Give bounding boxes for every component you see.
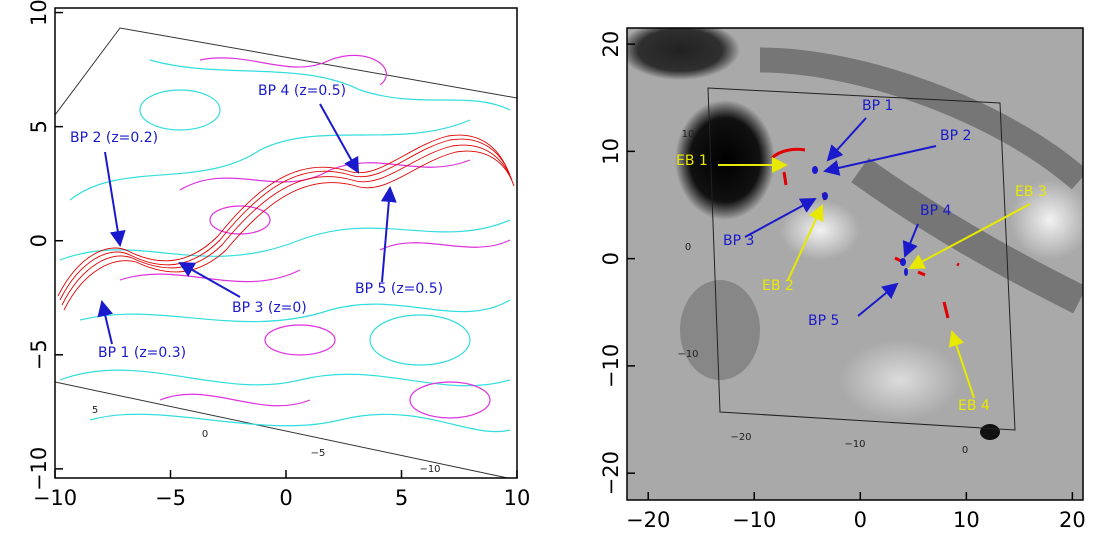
annotation-arrow <box>382 188 390 282</box>
inner-axis-label: −5 <box>311 448 326 459</box>
annotation-label: BP 2 (z=0.2) <box>70 130 158 146</box>
annotation-arrow <box>102 302 112 344</box>
annotation-label: BP 3 <box>723 233 754 249</box>
annotation-label: EB 4 <box>958 398 990 414</box>
annotation-arrow <box>105 152 120 245</box>
annotation-label: BP 1 <box>862 98 893 114</box>
inner-axis-label: −20 <box>730 432 751 443</box>
inner-axis-label: −10 <box>677 349 698 360</box>
y-tick-label: −10 <box>27 447 51 491</box>
annotation-label: BP 5 <box>808 313 839 329</box>
inner-axis-label: 0 <box>685 242 691 253</box>
y-tick-label: 10 <box>599 138 623 165</box>
x-tick-label: 10 <box>953 508 980 532</box>
x-tick-label: 10 <box>504 486 531 510</box>
x-tick-label: 0 <box>854 508 867 532</box>
annotation-label: BP 2 <box>940 128 971 144</box>
inner-axis-label: 10 <box>682 129 695 140</box>
x-tick-label: 5 <box>395 486 408 510</box>
annotation-label: BP 3 (z=0) <box>232 300 307 316</box>
annotation-label: BP 1 (z=0.3) <box>98 345 186 361</box>
inner-axis-label: 0 <box>202 429 208 440</box>
annotation-arrow <box>180 263 240 297</box>
y-tick-label: 5 <box>27 120 51 133</box>
annotation-label: BP 5 (z=0.5) <box>355 281 443 297</box>
y-tick-label: 0 <box>599 252 623 265</box>
x-tick-label: −5 <box>155 486 186 510</box>
y-tick-label: −10 <box>599 344 623 388</box>
annotation-label: BP 4 <box>920 203 951 219</box>
right-image <box>620 20 1090 500</box>
y-tick-label: 0 <box>27 234 51 247</box>
x-tick-label: 0 <box>279 486 292 510</box>
y-tick-label: 10 <box>27 0 51 26</box>
inner-axis-label: −10 <box>844 439 865 450</box>
x-tick-label: −10 <box>732 508 776 532</box>
inner-axis-label: 5 <box>92 405 98 416</box>
y-tick-label: 20 <box>599 31 623 58</box>
annotation-label: EB 2 <box>762 278 794 294</box>
left-frame <box>55 8 517 478</box>
y-tick-label: −5 <box>27 339 51 370</box>
x-tick-label: −20 <box>626 508 670 532</box>
annotation-label: EB 3 <box>1015 184 1047 200</box>
annotation-label: BP 4 (z=0.5) <box>258 83 346 99</box>
annotation-label: EB 1 <box>676 153 708 169</box>
annotation-arrow <box>320 104 358 172</box>
figure: −10 −5 0 5 10 −10 −5 0 5 10 5 0 −5 −10 BP 2 (z=0.2) BP … <box>0 0 1107 533</box>
y-tick-label: −20 <box>599 451 623 495</box>
inner-axis-label: −10 <box>419 464 440 475</box>
inner-axis-label: 0 <box>962 445 968 456</box>
x-tick-label: 20 <box>1059 508 1086 532</box>
